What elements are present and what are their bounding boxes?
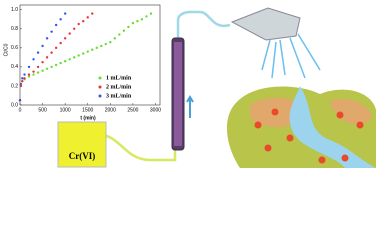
point <box>122 29 126 32</box>
point <box>19 84 23 88</box>
point <box>50 30 53 33</box>
shower-head <box>230 7 301 41</box>
legend-marker <box>98 94 102 98</box>
point <box>72 56 76 59</box>
point <box>86 50 89 53</box>
legend-label: 2 mL/min <box>106 84 132 90</box>
point <box>54 46 58 50</box>
point <box>59 61 62 65</box>
point <box>77 54 80 57</box>
beaker-label: Cr(VI) <box>69 151 96 161</box>
point <box>27 75 31 78</box>
illustration: Cr(VI) <box>57 7 376 168</box>
legend-label: 1 mL/min <box>106 75 132 81</box>
point <box>23 77 26 80</box>
y-tick-label: 0.8 <box>11 26 18 32</box>
point <box>95 46 98 50</box>
point <box>36 51 40 54</box>
point <box>91 12 94 15</box>
point <box>50 65 53 69</box>
point <box>21 79 24 83</box>
point <box>86 16 89 19</box>
point <box>63 12 67 15</box>
point <box>72 27 76 31</box>
point <box>27 65 31 69</box>
point <box>23 73 26 76</box>
point <box>77 22 80 26</box>
point <box>145 15 148 18</box>
point <box>113 37 117 40</box>
point <box>18 99 22 102</box>
y-tick-label: 0.6 <box>11 45 18 51</box>
flowers <box>254 108 364 164</box>
x-tick-label: 2000 <box>105 107 116 113</box>
x-tick-label: 1500 <box>82 107 93 113</box>
x-tick-label: 1000 <box>60 107 71 113</box>
point <box>32 58 35 61</box>
plot-frame <box>19 4 161 106</box>
point <box>91 48 94 51</box>
point <box>59 18 62 21</box>
point <box>45 67 49 71</box>
point <box>36 71 40 74</box>
y-tick-label: 1.0 <box>11 7 18 13</box>
x-tick-label: 500 <box>38 107 47 113</box>
point <box>136 19 139 23</box>
y-axis-label: Ct/C0 <box>3 43 9 56</box>
point <box>32 70 35 73</box>
x-tick-label: 3000 <box>150 107 161 113</box>
point <box>127 25 130 29</box>
point <box>54 63 58 67</box>
point <box>82 52 85 55</box>
point <box>50 51 53 54</box>
legend-marker <box>98 85 102 89</box>
y-tick-label: 0.4 <box>11 64 18 70</box>
point <box>149 12 153 15</box>
y-tick-label: 0.0 <box>11 102 18 108</box>
point <box>68 32 71 35</box>
x-tick-label: 0 <box>19 107 22 113</box>
point <box>19 82 23 86</box>
tube-in <box>99 133 177 162</box>
point <box>104 42 108 46</box>
point <box>27 73 31 76</box>
flow-arrow <box>186 95 194 118</box>
point <box>59 41 62 45</box>
legend-marker <box>98 76 102 80</box>
river <box>289 86 376 168</box>
water-spray <box>261 33 321 79</box>
point <box>140 18 144 21</box>
beaker <box>57 121 107 168</box>
point <box>41 69 44 72</box>
legend-label: 3 mL/min <box>106 93 132 99</box>
point <box>32 73 35 76</box>
point <box>118 33 121 36</box>
point <box>41 44 44 48</box>
point <box>100 44 103 48</box>
point <box>36 65 40 69</box>
point <box>109 40 112 44</box>
point <box>54 23 58 27</box>
point <box>63 59 67 63</box>
column-packing <box>174 42 182 146</box>
point <box>68 58 71 61</box>
y-tick-label: 0.2 <box>11 83 18 89</box>
point <box>41 60 44 64</box>
point <box>63 37 67 40</box>
point <box>82 19 85 23</box>
point <box>131 21 135 25</box>
x-axis-label: t (min) <box>80 115 96 121</box>
tube-out <box>176 10 231 40</box>
graphical-abstract: Cr(VI) t (min) Ct/C0 0 500 1000 1500 2000 250… <box>3 4 376 168</box>
point <box>45 56 49 59</box>
point <box>45 37 49 40</box>
x-tick-label: 2500 <box>127 107 138 113</box>
point <box>21 77 24 80</box>
